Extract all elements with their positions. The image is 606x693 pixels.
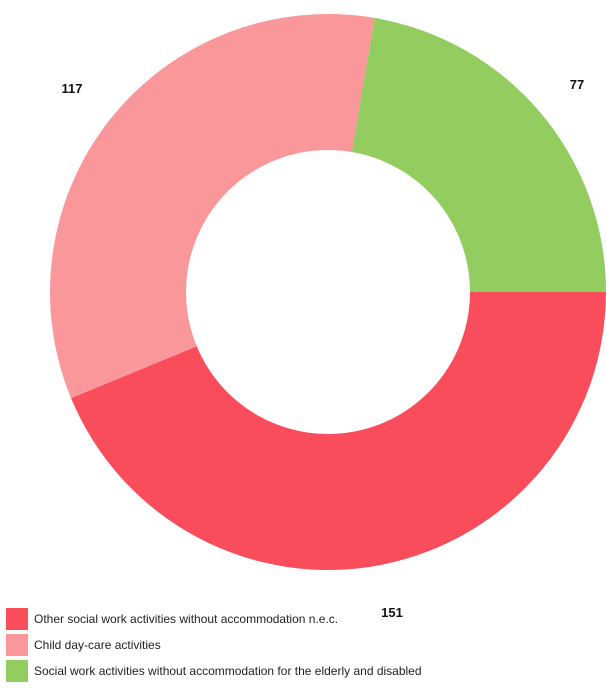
chart-legend: Other social work activities without acc…	[6, 608, 422, 686]
legend-item-elderly-disabled[interactable]: Social work activities without accommoda…	[6, 660, 422, 682]
legend-swatch-child-day-care	[6, 634, 28, 656]
data-labels: 151 117 77	[62, 77, 585, 620]
data-label-other-social-work: 151	[381, 605, 403, 620]
donut-slices	[49, 13, 606, 571]
data-label-child-day-care: 117	[62, 81, 83, 96]
slice-other-social-work[interactable]	[71, 292, 606, 571]
legend-label-child-day-care: Child day-care activities	[34, 638, 161, 652]
data-label-elderly-disabled: 77	[570, 77, 584, 92]
legend-item-child-day-care[interactable]: Child day-care activities	[6, 634, 422, 656]
legend-swatch-elderly-disabled	[6, 660, 28, 682]
slice-child-day-care[interactable]	[49, 13, 375, 399]
legend-item-other-social-work[interactable]: Other social work activities without acc…	[6, 608, 422, 630]
legend-swatch-other-social-work	[6, 608, 28, 630]
legend-label-other-social-work: Other social work activities without acc…	[34, 612, 339, 626]
legend-label-elderly-disabled: Social work activities without accommoda…	[34, 664, 422, 678]
slice-elderly-disabled[interactable]	[351, 17, 606, 293]
